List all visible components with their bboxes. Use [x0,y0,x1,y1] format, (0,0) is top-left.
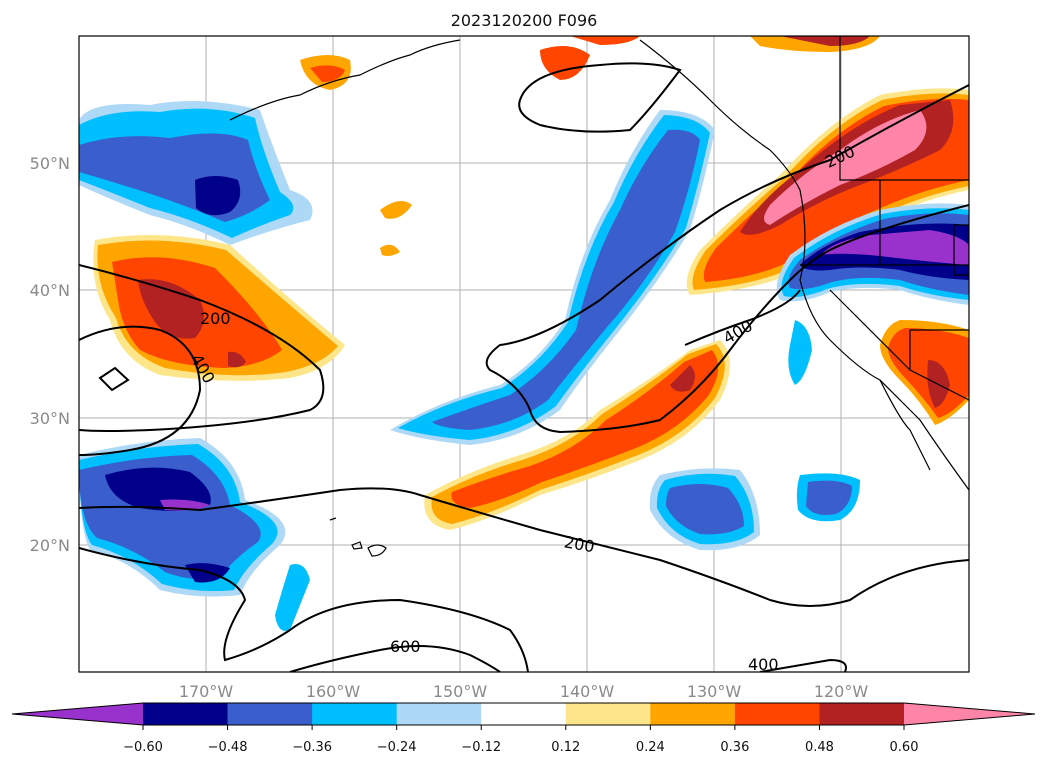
colorbar-tick-label: −0.48 [208,740,248,755]
positive-region-northwest-us [686,88,969,295]
colorbar-segment [565,703,651,725]
lat-label-40n: 40°N [30,281,70,300]
positive-region-southwest-us [880,320,969,425]
colorbar-segment [312,703,398,725]
colorbar-segment [396,703,482,725]
contour-label: 600 [390,637,421,656]
colorbar-segment [143,703,229,725]
map-title: 2023120200 F096 [451,11,598,30]
colorbar-tick-label: 0.36 [720,740,749,755]
colorbar-segment [481,703,567,725]
lat-label-20n: 20°N [30,536,70,555]
coastlines [229,36,969,557]
colorbar-tick-label: −0.36 [292,740,332,755]
height-contours [79,62,969,672]
colorbar-tick-label: 0.48 [805,740,834,755]
lon-label-150w: 150°W [433,682,488,701]
colorbar-extend-min [12,703,143,725]
colorbar-segment [819,703,905,725]
colorbar: −0.60 −0.48 −0.36 −0.24 −0.12 0.12 0.24 0.36 0.4… [11,702,1036,755]
colorbar-segment [227,703,313,725]
lon-label-170w: 170°W [179,682,234,701]
negative-blobs-east [649,468,860,551]
negative-region-west-us [776,203,969,385]
negative-band-diagonal [390,110,715,445]
colorbar-tick-label: 0.24 [636,740,665,755]
colorbar-tick-label: 0.60 [890,740,919,755]
plot-frame [78,35,970,673]
positive-blobs-north [300,36,880,256]
lon-label-140w: 140°W [560,682,615,701]
colorbar-tick-label: 0.12 [551,740,580,755]
negative-region-aleutian [79,101,313,245]
lon-label-120w: 120°W [814,682,869,701]
colorbar-extend-max [904,703,1035,725]
colorbar-tick-label: −0.12 [461,740,501,755]
lat-label-50n: 50°N [30,154,70,173]
lon-label-130w: 130°W [687,682,742,701]
negative-region-southwest [79,438,310,631]
colorbar-segment [650,703,736,725]
contour-label: 200 [200,309,231,328]
contour-label: 400 [748,655,779,674]
lon-label-160w: 160°W [306,682,361,701]
positive-band-diagonal [424,340,730,530]
colorbar-segment [734,703,820,725]
colorbar-tick-label: −0.60 [123,740,163,755]
latitude-labels: 50°N 40°N 30°N 20°N [30,154,70,555]
longitude-labels: 170°W 160°W 150°W 140°W 130°W 120°W [179,682,869,701]
lat-label-30n: 30°N [30,409,70,428]
plot-area: 200 400 200 400 200 600 400 [79,36,969,674]
colorbar-tick-label: −0.24 [377,740,417,755]
